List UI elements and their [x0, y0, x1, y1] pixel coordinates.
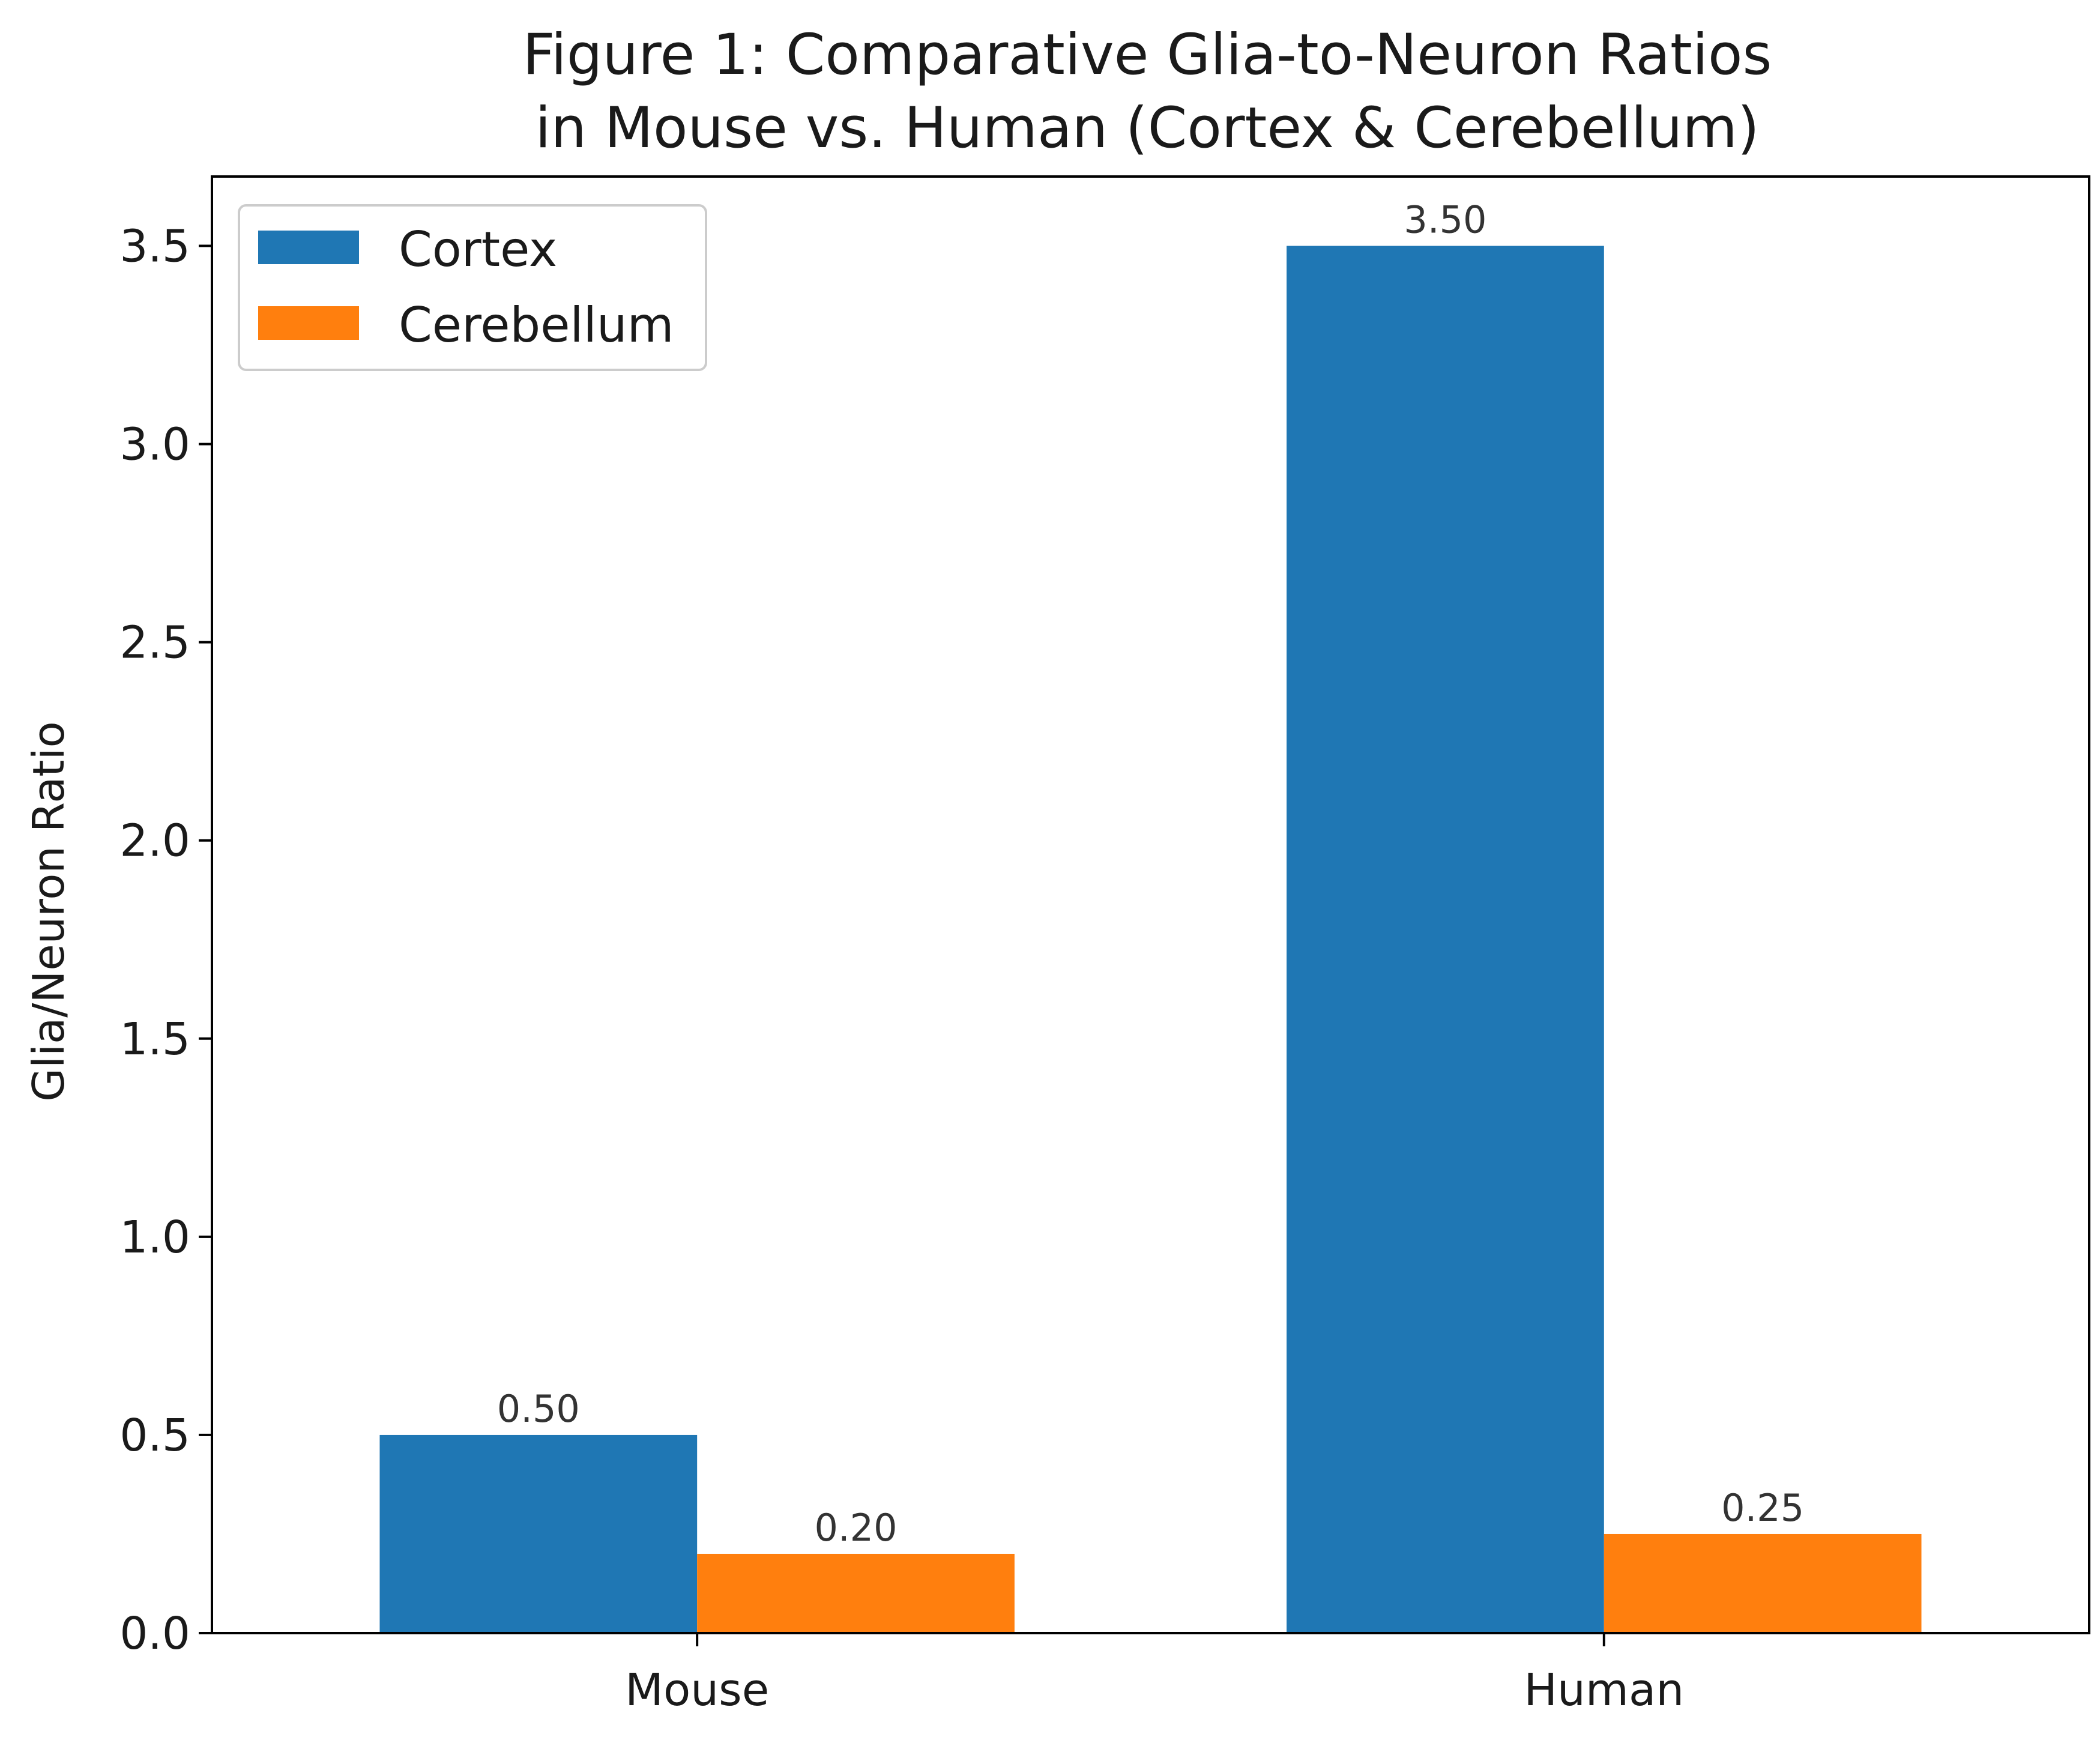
bar-cerebellum-mouse [697, 1553, 1015, 1633]
y-tick-label: 1.5 [119, 1013, 190, 1065]
legend-label-cerebellum: Cerebellum [399, 297, 674, 353]
chart-title-line-1: Figure 1: Comparative Glia-to-Neuron Rat… [523, 22, 1772, 88]
y-tick-label: 2.5 [119, 617, 190, 669]
plot-frame [211, 175, 2090, 1634]
bar-value-label-cortex-mouse: 0.50 [497, 1387, 580, 1431]
bar-value-label-cerebellum-human: 0.25 [1721, 1486, 1804, 1530]
legend-swatch-cortex [258, 231, 359, 264]
bar-cortex-human [1287, 246, 1604, 1633]
legend-label-cortex: Cortex [399, 222, 557, 277]
x-tick-label-human: Human [1524, 1664, 1684, 1716]
x-tick-label-mouse: Mouse [625, 1664, 769, 1716]
ticks-group: 0.0 0.5 1.0 1.5 2.0 2.5 3.0 3.5 Mouse Human [119, 221, 1684, 1716]
y-tick-label: 1.0 [119, 1212, 190, 1263]
y-tick-label: 0.0 [119, 1608, 190, 1660]
bar-cerebellum-human [1604, 1533, 1922, 1633]
y-tick-label: 3.0 [119, 419, 190, 471]
bar-value-label-cerebellum-mouse: 0.20 [815, 1506, 898, 1550]
legend-swatch-cerebellum [258, 306, 359, 340]
chart-title-line-2: in Mouse vs. Human (Cortex & Cerebellum) [535, 95, 1759, 161]
bars-group [379, 246, 1922, 1633]
y-tick-label: 0.5 [119, 1410, 190, 1461]
y-tick-label: 2.0 [119, 815, 190, 867]
bar-labels-group: 0.50 3.50 0.20 0.25 [497, 198, 1804, 1550]
y-axis-label: Glia/Neuron Ratio [23, 721, 74, 1101]
y-tick-label: 3.5 [119, 221, 190, 273]
legend: Cortex Cerebellum [238, 204, 707, 371]
bar-value-label-cortex-human: 3.50 [1404, 198, 1486, 242]
bar-cortex-mouse [379, 1434, 698, 1633]
